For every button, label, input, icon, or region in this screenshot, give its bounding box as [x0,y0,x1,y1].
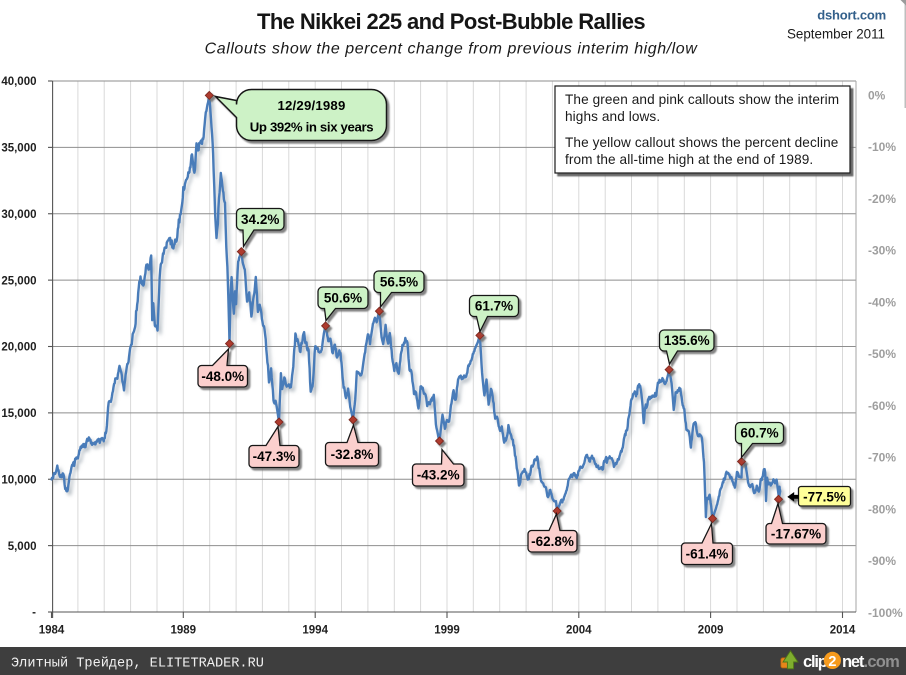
svg-text:-50%: -50% [868,347,896,361]
svg-text:12/29/1989: 12/29/1989 [277,98,345,113]
svg-text:-100%: -100% [868,606,903,620]
svg-text:35,000: 35,000 [1,143,36,155]
svg-text:56.5%: 56.5% [380,275,418,290]
svg-text:-90%: -90% [868,554,896,568]
svg-text:clip: clip [803,653,828,671]
svg-text:40,000: 40,000 [1,76,36,88]
svg-text:-70%: -70% [868,451,896,465]
svg-text:-32.8%: -32.8% [331,447,374,462]
svg-text:50.6%: 50.6% [324,291,362,306]
svg-text:Up 392% in six years: Up 392% in six years [250,120,374,135]
svg-text:15,000: 15,000 [1,408,36,420]
svg-text:The yellow callout shows the p: The yellow callout shows the percent dec… [565,135,838,150]
svg-text:-48.0%: -48.0% [201,369,244,384]
svg-text:1999: 1999 [434,625,460,637]
svg-text:-47.3%: -47.3% [253,449,296,464]
svg-text:10,000: 10,000 [1,474,36,486]
svg-text:September 2011: September 2011 [787,27,885,42]
svg-text:The Nikkei 225 and Post-Bubble: The Nikkei 225 and Post-Bubble Rallies [257,9,645,34]
svg-text:34.2%: 34.2% [241,212,279,227]
svg-text:-43.2%: -43.2% [417,468,460,483]
svg-text:0%: 0% [868,88,886,102]
svg-text:20,000: 20,000 [1,342,36,354]
svg-text:1994: 1994 [302,625,328,637]
svg-text:-62.8%: -62.8% [531,534,574,549]
svg-text:-60%: -60% [868,399,896,413]
svg-text:135.6%: 135.6% [664,333,710,348]
svg-text:.com: .com [864,653,900,671]
svg-text:The green and pink callouts sh: The green and pink callouts show the int… [565,92,839,107]
svg-text:-77.5%: -77.5% [803,490,846,505]
svg-text:2004: 2004 [566,625,592,637]
svg-text:-40%: -40% [868,295,896,309]
svg-text:61.7%: 61.7% [475,299,513,314]
svg-text:1984: 1984 [39,625,65,637]
svg-text:2014: 2014 [830,625,856,637]
svg-text:highs and lows.: highs and lows. [565,109,660,124]
svg-text:-20%: -20% [868,192,896,206]
svg-text:net: net [842,653,865,671]
svg-text:from the all-time high at the: from the all-time high at the end of 198… [565,152,813,167]
svg-text:1989: 1989 [171,625,197,637]
svg-text:Callouts show the percent chan: Callouts show the percent change from pr… [205,41,699,58]
svg-text:-30%: -30% [868,244,896,258]
svg-text:25,000: 25,000 [1,275,36,287]
svg-text:2: 2 [828,654,836,670]
svg-text:5,000: 5,000 [8,541,37,553]
svg-text:dshort.com: dshort.com [817,8,886,23]
svg-text:60.7%: 60.7% [740,426,778,441]
svg-text:Элитный Трейдер, ELITETRADER.R: Элитный Трейдер, ELITETRADER.RU [11,657,264,672]
svg-text:-80%: -80% [868,502,896,516]
svg-text:-61.4%: -61.4% [686,547,729,562]
svg-text:-10%: -10% [868,140,896,154]
svg-text:2009: 2009 [698,625,724,637]
svg-text:30,000: 30,000 [1,209,36,221]
svg-text:-17.67%: -17.67% [771,527,821,542]
svg-text:-: - [32,607,36,619]
